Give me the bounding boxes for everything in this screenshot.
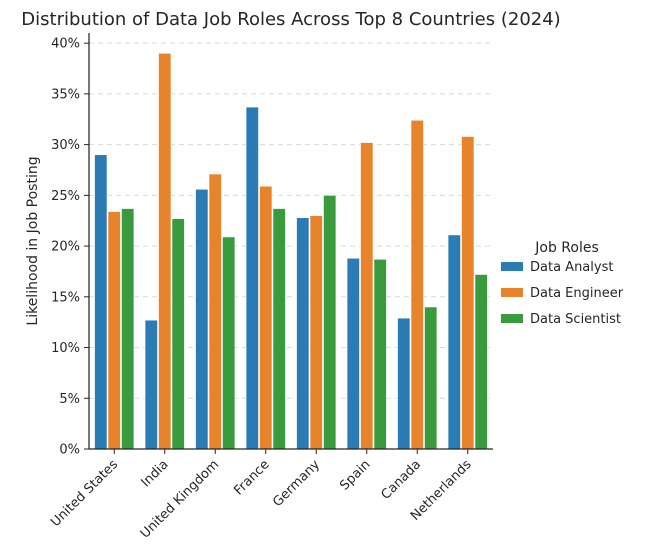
legend-swatch (501, 262, 523, 271)
y-tick-label: 0% (59, 443, 80, 458)
bar-data-scientist (272, 208, 286, 450)
bar-data-scientist (373, 258, 387, 450)
bar-data-analyst (296, 217, 310, 450)
legend: Job Roles Data Analyst Data Engineer Data … (501, 240, 624, 327)
bar-data-engineer (461, 136, 475, 450)
bar-data-scientist (474, 274, 488, 450)
x-tick-label: India (138, 457, 171, 490)
bar-data-analyst (94, 154, 108, 450)
bar-data-scientist (121, 208, 135, 450)
x-tick-label: Spain (337, 457, 373, 493)
bar-data-scientist (323, 195, 337, 450)
x-tick-label: France (231, 457, 272, 498)
y-tick-label: 25% (51, 189, 80, 204)
legend-label: Data Analyst (530, 260, 613, 275)
y-tick-label: 20% (51, 240, 80, 255)
legend-swatch (501, 314, 523, 323)
x-tick-label: United States (48, 457, 121, 530)
bar-data-analyst (447, 234, 461, 450)
y-tick-label: 40% (51, 37, 80, 52)
legend-title: Job Roles (534, 240, 599, 256)
bar-data-scientist (222, 236, 236, 450)
legend-label: Data Scientist (530, 312, 621, 327)
bar-data-engineer (208, 173, 222, 450)
bar-data-engineer (259, 185, 273, 450)
y-axis-label: Likelihood in Job Posting (25, 156, 41, 325)
y-tick-label: 30% (51, 138, 80, 153)
y-tick-label: 35% (51, 87, 80, 102)
bar-data-analyst (346, 257, 360, 450)
bar-data-engineer (410, 119, 424, 450)
axes (88, 33, 493, 450)
bar-data-engineer (360, 142, 374, 450)
bar-data-analyst (397, 317, 411, 450)
y-tick-label: 5% (59, 392, 80, 407)
x-tick-label: Germany (270, 457, 323, 510)
bar-data-engineer (158, 52, 172, 450)
legend-label: Data Engineer (530, 286, 624, 301)
bar-data-analyst (245, 106, 259, 450)
y-tick-label: 10% (51, 341, 80, 356)
bar-data-analyst (144, 319, 158, 450)
x-tick-label: Canada (378, 457, 424, 503)
bar-data-analyst (195, 188, 209, 450)
bar-data-engineer (309, 215, 323, 450)
y-tick-label: 15% (51, 290, 80, 305)
bars (94, 52, 488, 450)
bar-data-scientist (424, 306, 438, 450)
legend-swatch (501, 288, 523, 297)
bar-data-engineer (107, 211, 121, 450)
y-ticks: 0% 5% 10% 15% 20% 25% 30% 35% 40% (51, 37, 89, 458)
chart-title: Distribution of Data Job Roles Across To… (21, 9, 560, 30)
bar-data-scientist (171, 218, 185, 450)
